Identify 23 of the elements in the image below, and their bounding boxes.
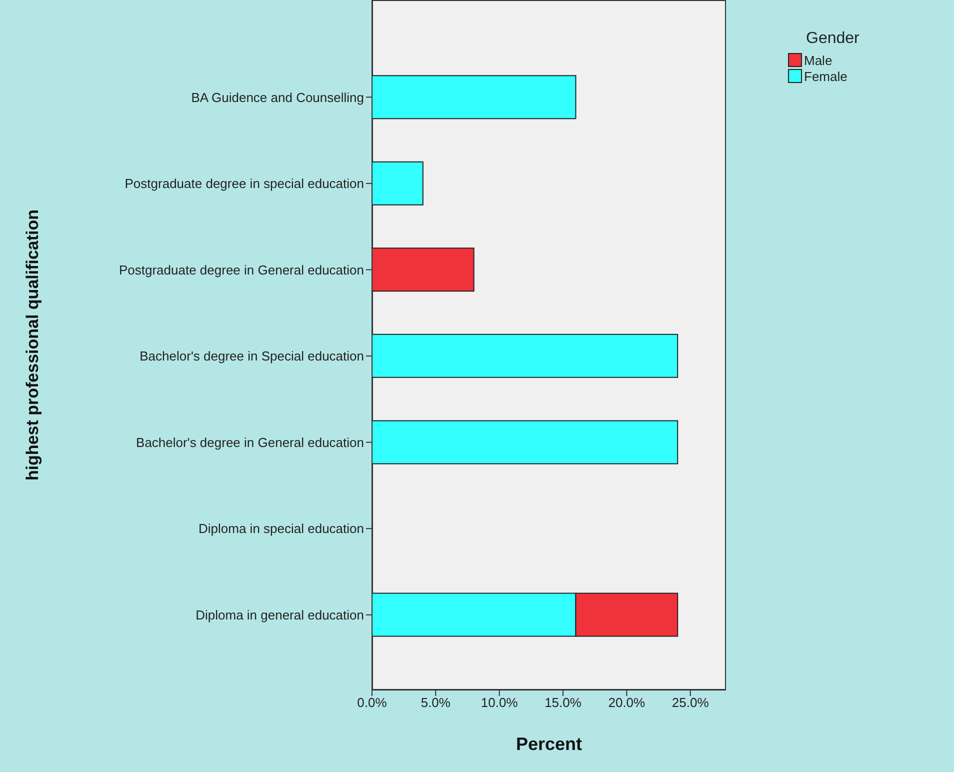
y-tick-label: Bachelor's degree in General education [136, 434, 364, 450]
y-tick-label: Diploma in general education [196, 607, 364, 622]
bar [372, 334, 678, 378]
y-tick-label: Diploma in special education [198, 521, 364, 536]
y-tick-label: Postgraduate degree in special education [124, 176, 364, 192]
y-axis-title: highest professional qualification [23, 209, 42, 481]
bar [372, 161, 424, 206]
x-axis-title: Percent [516, 734, 582, 754]
x-tick-label: 5.0% [420, 695, 451, 710]
legend-label: Male [804, 52, 832, 68]
legend-title: Gender [806, 30, 860, 48]
legend-label: Female [804, 68, 848, 84]
bar [372, 420, 678, 464]
y-tick-label: BA Guidence and Counselling [191, 90, 364, 105]
bar [372, 75, 576, 120]
x-tick-label: 0.0% [357, 695, 388, 710]
x-tick-label: 20.0% [608, 695, 646, 710]
x-tick-label: 10.0% [480, 695, 518, 710]
x-tick-label: 15.0% [544, 695, 582, 710]
y-tick-label: Bachelor's degree in Special education [140, 348, 364, 364]
y-tick-label: Postgraduate degree in General education [118, 262, 364, 278]
x-tick-label: 25.0% [672, 695, 710, 710]
bar [372, 248, 474, 292]
